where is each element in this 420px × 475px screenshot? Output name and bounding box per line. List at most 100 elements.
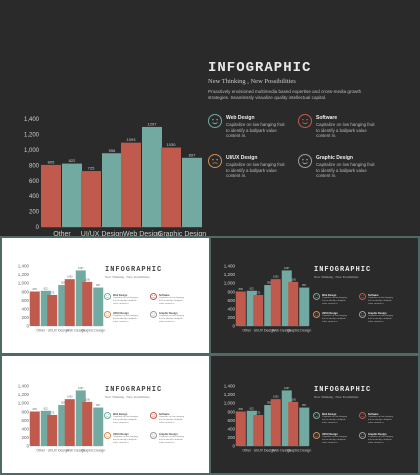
smile-icon <box>150 412 157 419</box>
feature-item: Graphic Design Capitalize on low hanging … <box>359 311 405 329</box>
infographic-subtitle: New Thinking , New Possibilities <box>314 395 359 399</box>
y-tick-label: 0 <box>26 324 29 329</box>
bar <box>182 157 202 227</box>
bar-value-label: 805 <box>239 408 244 411</box>
feature-item: Graphic Design Capitalize on low hanging … <box>359 432 405 452</box>
thumbnail-dark-2[interactable]: 0 200 400 600 800 1,000 1,200 1,400 805 822 Other 7… <box>211 356 418 473</box>
x-tick-label: Web Design <box>272 329 291 333</box>
feature-title: UI/UX Design <box>113 311 129 315</box>
bar <box>47 414 58 446</box>
bar <box>93 287 104 326</box>
infographic-subtitle: New Thinking , New Possibilities <box>105 395 150 399</box>
smile-icon <box>104 293 111 300</box>
bar-value-label: 897 <box>96 284 101 287</box>
bar-value-label: 1297 <box>78 267 84 270</box>
bar <box>75 270 86 326</box>
feature-grid: Web Design Capitalize on low hanging frui… <box>0 0 420 236</box>
y-tick-label: 400 <box>227 426 235 431</box>
y-tick-label: 400 <box>21 306 29 311</box>
infographic-title: INFOGRAPHIC <box>105 266 163 274</box>
bar <box>281 270 292 326</box>
feature-description: Capitalize on low hanging fruit to ident… <box>159 315 184 323</box>
feature-description: Capitalize on low hanging fruit to ident… <box>159 436 184 444</box>
bar <box>235 291 246 326</box>
bar <box>62 163 82 227</box>
bar-value-label: 1093 <box>273 276 279 279</box>
feature-title: Graphic Design <box>159 311 178 315</box>
bar-chart: 0 200 400 600 800 1,000 1,200 1,400 805 822 Other 7… <box>24 117 206 236</box>
neutral-face-icon <box>104 432 111 439</box>
smile-icon <box>104 412 111 419</box>
infographic-title: INFOGRAPHIC <box>314 386 372 394</box>
bar <box>41 164 61 227</box>
thumbnail-dark-1[interactable]: 0 200 400 600 800 1,000 1,200 1,400 805 822 Other 7… <box>211 238 418 353</box>
bar-chart: 0 200 400 600 800 1,000 1,200 1,400 805 822 Other 7… <box>18 264 106 333</box>
feature-description: Capitalize on low hanging fruit to ident… <box>368 297 393 305</box>
bar <box>58 285 69 326</box>
bar <box>75 390 86 446</box>
feature-item: Software Capitalize on low hanging fruit … <box>150 293 196 311</box>
y-tick-label: 1,000 <box>224 401 236 406</box>
smile-icon <box>208 114 222 128</box>
y-tick-label: 200 <box>21 435 29 440</box>
feature-description: Capitalize on low hanging fruit to ident… <box>368 416 393 424</box>
thumbnail-light-2[interactable]: 0 200 400 600 800 1,000 1,200 1,400 805 822 Other 7… <box>2 356 209 473</box>
feature-title: Graphic Design <box>316 155 353 162</box>
bar-value-label: 897 <box>96 404 101 407</box>
bar-value-label: 1093 <box>67 396 73 399</box>
main-slide: 0 200 400 600 800 1,000 1,200 1,400 805 822 Other 7… <box>0 0 420 236</box>
bar-value-label: 725 <box>50 411 55 414</box>
infographic-title: INFOGRAPHIC <box>208 60 312 76</box>
feature-item: UI/UX Design Capitalize on low hanging fr… <box>208 154 298 194</box>
infographic-subtitle: New Thinking , New Possibilities <box>314 275 359 279</box>
bar-value-label: 805 <box>239 288 244 291</box>
bar <box>82 281 93 326</box>
feature-grid: Web Design Capitalize on low hanging frui… <box>2 356 209 473</box>
y-tick-label: 200 <box>29 210 40 216</box>
bar-value-label: 897 <box>302 404 307 407</box>
y-tick-label: 1,400 <box>24 117 40 123</box>
bar <box>102 153 122 227</box>
y-tick-label: 400 <box>21 426 29 431</box>
y-tick-label: 800 <box>227 409 235 414</box>
feature-grid: Web Design Capitalize on low hanging frui… <box>211 238 418 353</box>
feature-title: Software <box>368 412 379 416</box>
bar <box>253 414 264 446</box>
bar-value-label: 725 <box>88 166 95 171</box>
y-tick-label: 1,200 <box>18 392 30 397</box>
feature-description: Capitalize on low hanging fruit to ident… <box>368 436 393 444</box>
feature-item: UI/UX Design Capitalize on low hanging fr… <box>313 432 359 452</box>
feature-title: Graphic Design <box>159 432 178 436</box>
bar <box>29 411 40 446</box>
thumbnail-light-1[interactable]: 0 200 400 600 800 1,000 1,200 1,400 805 822 Other 7… <box>2 238 209 353</box>
feature-description: Capitalize on low hanging fruit to ident… <box>226 162 285 179</box>
feature-description: Capitalize on low hanging fruit to ident… <box>322 297 347 305</box>
bar-value-label: 822 <box>44 407 49 410</box>
feature-title: Web Design <box>322 293 337 297</box>
smile-icon <box>359 432 366 439</box>
bar <box>270 279 281 326</box>
infographic-description: Proactively envisioned multimedia based … <box>208 89 362 101</box>
x-tick-label: Other <box>53 231 71 236</box>
bar <box>253 294 264 326</box>
bar-value-label: 1030 <box>167 142 177 147</box>
bar-value-label: 822 <box>69 158 76 163</box>
feature-item: UI/UX Design Capitalize on low hanging fr… <box>104 311 150 329</box>
bar-value-label: 1030 <box>290 398 296 401</box>
feature-description: Capitalize on low hanging fruit to ident… <box>322 315 347 323</box>
x-tick-label: UI/UX Design <box>254 329 275 333</box>
bar-value-label: 1093 <box>273 396 279 399</box>
x-tick-label: Graphic Design <box>158 231 206 236</box>
bar <box>246 290 257 326</box>
x-tick-label: Other <box>36 449 46 453</box>
bar-value-label: 1297 <box>284 267 290 270</box>
bar-value-label: 897 <box>189 152 196 157</box>
x-tick-label: Other <box>242 449 252 453</box>
bar <box>40 290 51 326</box>
bar-value-label: 805 <box>48 159 55 164</box>
y-tick-label: 1,200 <box>18 272 30 277</box>
bar <box>299 287 310 326</box>
neutral-face-icon <box>313 432 320 439</box>
bar <box>270 399 281 446</box>
feature-item: Web Design Capitalize on low hanging frui… <box>104 412 150 432</box>
